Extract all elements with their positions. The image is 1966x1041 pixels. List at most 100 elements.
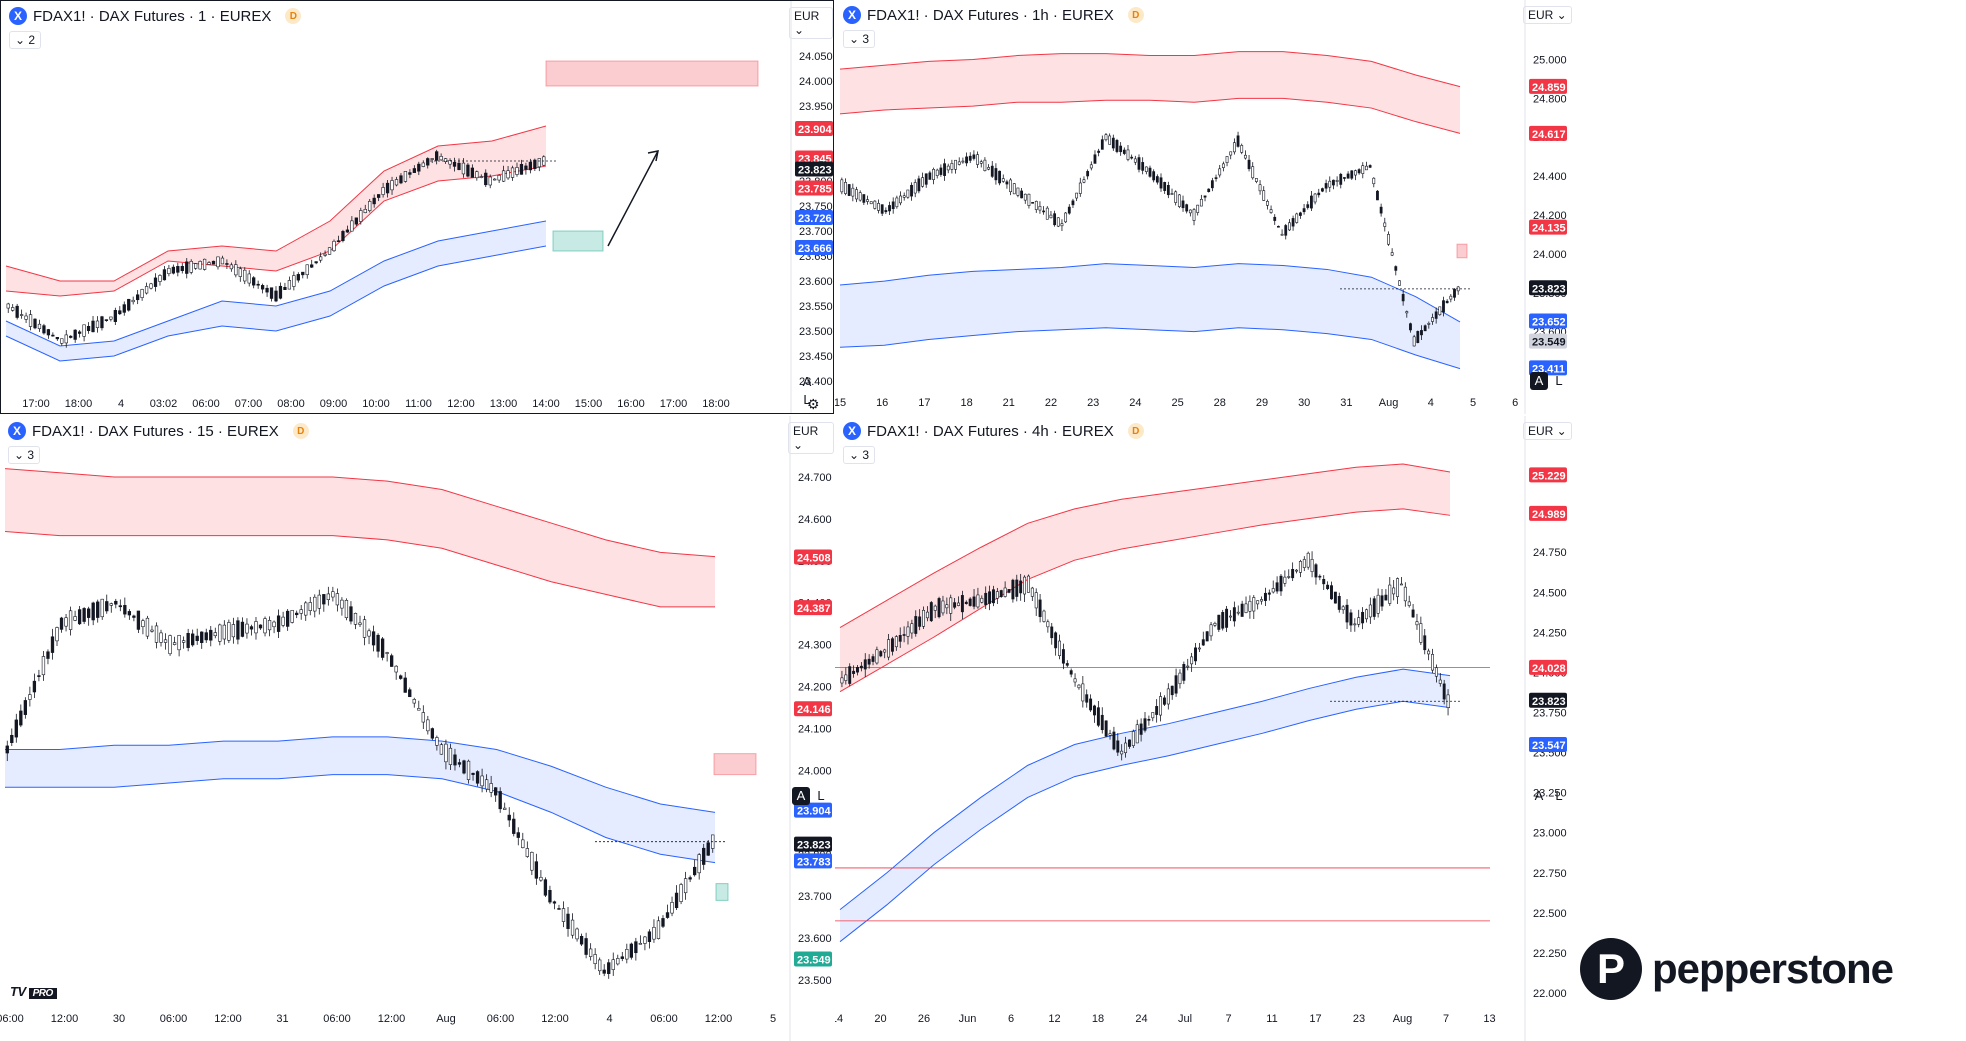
candle-body — [141, 620, 145, 628]
log-scale-button[interactable]: L — [1555, 373, 1563, 388]
symbol-header[interactable]: X FDAX1! · DAX Futures · 15 · EUREX D — [8, 422, 309, 440]
candle-body — [200, 631, 204, 643]
price-tag-label: 25.229 — [1532, 470, 1566, 482]
candle-body — [1082, 179, 1086, 183]
candle-body — [1262, 190, 1266, 201]
candle-body — [1416, 331, 1420, 343]
candle-body — [1097, 150, 1101, 153]
candle-body — [1427, 650, 1431, 655]
candle-body — [902, 195, 906, 198]
price-tag-label: 23.904 — [798, 124, 833, 136]
delayed-data-badge: D — [292, 423, 309, 439]
candle-body — [109, 316, 113, 320]
currency-selector[interactable]: EUR ⌄ — [1523, 422, 1572, 440]
currency-selector[interactable]: EUR ⌄ — [788, 422, 834, 454]
price-tag-label: 24.617 — [1532, 129, 1566, 141]
indicators-toggle[interactable]: ⌄ 3 — [843, 446, 876, 464]
candle-body — [506, 170, 510, 179]
candle-body — [665, 912, 670, 918]
candle-body — [534, 861, 539, 879]
candle-body — [1124, 742, 1128, 754]
symbol-header[interactable]: X FDAX1! · DAX Futures · 4h · EUREX D — [843, 422, 1144, 440]
candle-body — [1407, 601, 1411, 606]
candle-body — [943, 163, 946, 176]
candle-body — [225, 263, 229, 265]
chart-panel-1h[interactable]: 25.00024.80024.60024.40024.20024.00023.8… — [835, 0, 1966, 414]
time-axis-label: Aug — [1379, 397, 1399, 409]
candle-body — [683, 878, 688, 894]
projection-arrow-head — [647, 150, 659, 162]
upper-band-fill — [840, 51, 1460, 134]
chart-panel-1m[interactable]: 24.05024.00023.95023.90023.85023.80023.7… — [0, 0, 834, 414]
currency-selector[interactable]: EUR ⌄ — [789, 7, 833, 39]
candle-body — [910, 623, 914, 634]
candle-body — [1192, 209, 1196, 221]
auto-scale-button[interactable]: A — [1530, 372, 1548, 390]
price-tag-box — [794, 701, 832, 717]
symbol-header[interactable]: X FDAX1! · DAX Futures · 1 · EUREX D — [9, 7, 302, 25]
auto-scale-button[interactable]: A — [792, 787, 810, 805]
candle-body — [1392, 587, 1396, 595]
candle-body — [430, 158, 434, 160]
price-axis-label: 24.250 — [1533, 627, 1567, 639]
candle-body — [181, 640, 186, 643]
chart-canvas-15m[interactable]: 24.70024.60024.50024.40024.30024.20024.1… — [0, 416, 834, 1041]
candle-body — [1328, 180, 1332, 188]
delayed-data-badge: D — [1127, 7, 1144, 23]
candle-body — [498, 791, 502, 810]
symbol-header[interactable]: X FDAX1! · DAX Futures · 1h · EUREX D — [843, 6, 1144, 24]
candle-body — [503, 807, 507, 810]
chart-canvas-1m[interactable]: 24.05024.00023.95023.90023.85023.80023.7… — [1, 1, 834, 414]
candle-body — [344, 600, 349, 619]
chart-panel-15m[interactable]: 24.70024.60024.50024.40024.30024.20024.1… — [0, 416, 834, 1041]
price-tag-box — [1529, 219, 1567, 235]
candle-body — [1139, 723, 1143, 735]
log-scale-button[interactable]: L — [803, 392, 811, 407]
price-tag-label: 24.508 — [797, 552, 831, 564]
log-scale-button[interactable]: L — [1555, 788, 1563, 803]
candle-body — [1111, 137, 1115, 149]
candle-body — [381, 187, 385, 195]
candle-body — [521, 839, 525, 849]
candle-body — [1287, 576, 1291, 578]
time-axis-label: 12 — [1048, 1013, 1060, 1025]
lower-band-fill — [840, 263, 1460, 369]
currency-selector[interactable]: EUR ⌄ — [1523, 6, 1572, 24]
log-scale-button[interactable]: L — [817, 788, 825, 803]
candle-body — [579, 935, 584, 945]
auto-scale-button[interactable]: A — [802, 374, 812, 389]
candle-body — [452, 161, 457, 167]
candle-body — [987, 167, 990, 170]
indicators-toggle[interactable]: ⌄ 2 — [9, 31, 42, 49]
candle-body — [1031, 202, 1035, 204]
candle-body — [1298, 561, 1302, 573]
candle-body — [1093, 154, 1097, 164]
indicators-toggle[interactable]: ⌄ 3 — [843, 30, 876, 48]
candle-body — [679, 884, 683, 902]
candle-body — [1229, 615, 1232, 618]
candle-body — [426, 158, 430, 166]
candle-body — [412, 699, 416, 704]
pro-badge: PRO — [28, 988, 57, 999]
chart-canvas-1h[interactable]: 25.00024.80024.60024.40024.20024.00023.8… — [835, 0, 1966, 414]
candle-body — [1205, 631, 1209, 642]
time-axis-label: 5 — [1470, 397, 1476, 409]
settings-gear-icon[interactable]: ⚙ — [807, 396, 820, 412]
symbol-title: FDAX1! · DAX Futures · 1 · EUREX — [33, 7, 272, 25]
currency-label: EUR — [793, 424, 819, 438]
candle-body — [417, 163, 421, 172]
candle-body — [1011, 579, 1015, 600]
indicators-toggle[interactable]: ⌄ 3 — [8, 446, 41, 464]
auto-scale-button[interactable]: A — [1534, 788, 1544, 803]
candle-body — [1310, 195, 1313, 209]
time-axis-label: 23 — [1087, 397, 1099, 409]
chart-panel-4h[interactable]: 25.00024.75024.50024.25024.00023.75023.5… — [835, 416, 1966, 1041]
chart-canvas-4h[interactable]: 25.00024.75024.50024.25024.00023.75023.5… — [835, 416, 1966, 1041]
candle-body — [1420, 330, 1423, 336]
price-tag-label: 23.547 — [1532, 740, 1566, 752]
candle-body — [844, 181, 847, 194]
time-axis-label: 10:00 — [362, 398, 390, 410]
candle-body — [439, 156, 443, 161]
candle-body — [902, 634, 906, 636]
candle-body — [100, 598, 104, 618]
